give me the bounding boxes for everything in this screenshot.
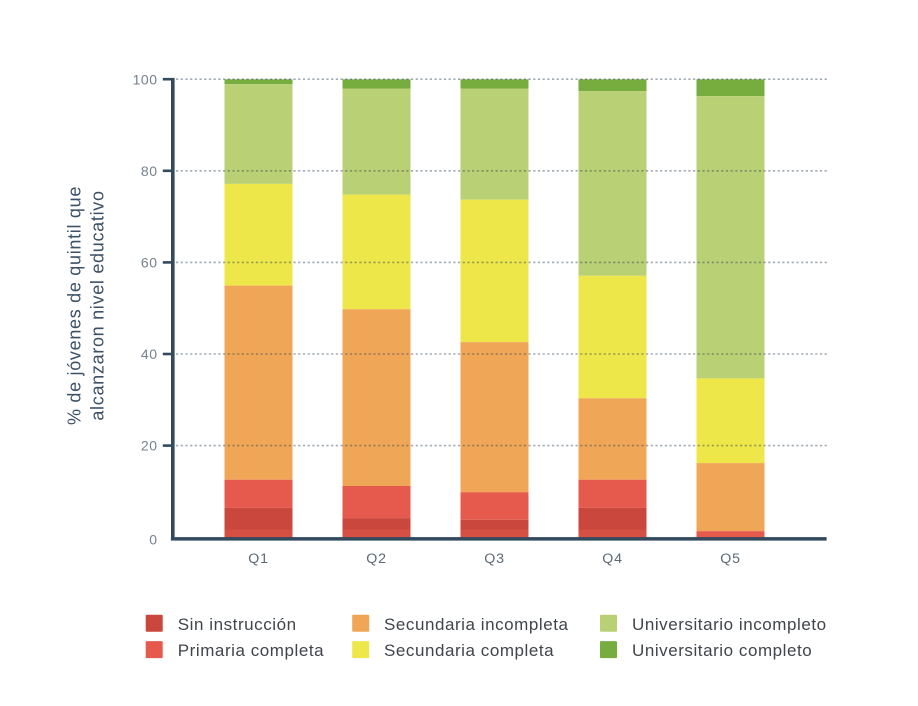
svg-text:Q3: Q3 <box>484 551 505 567</box>
svg-text:Q2: Q2 <box>366 551 387 567</box>
svg-text:80: 80 <box>141 163 158 179</box>
svg-text:40: 40 <box>141 346 158 362</box>
svg-text:Universitario incompleto: Universitario incompleto <box>632 615 827 634</box>
svg-text:Primaria completa: Primaria completa <box>178 641 324 660</box>
svg-text:Q4: Q4 <box>602 551 623 567</box>
svg-text:100: 100 <box>133 71 158 87</box>
svg-text:Q1: Q1 <box>248 551 269 567</box>
svg-text:60: 60 <box>141 255 158 271</box>
svg-text:20: 20 <box>141 438 158 454</box>
svg-text:Q5: Q5 <box>720 551 741 567</box>
svg-text:Secundaria completa: Secundaria completa <box>384 641 554 660</box>
svg-text:Universitario completo: Universitario completo <box>632 641 812 660</box>
svg-text:0: 0 <box>149 532 157 548</box>
svg-text:Secundaria incompleta: Secundaria incompleta <box>384 615 569 634</box>
svg-text:Sin instrucción: Sin instrucción <box>178 615 297 634</box>
